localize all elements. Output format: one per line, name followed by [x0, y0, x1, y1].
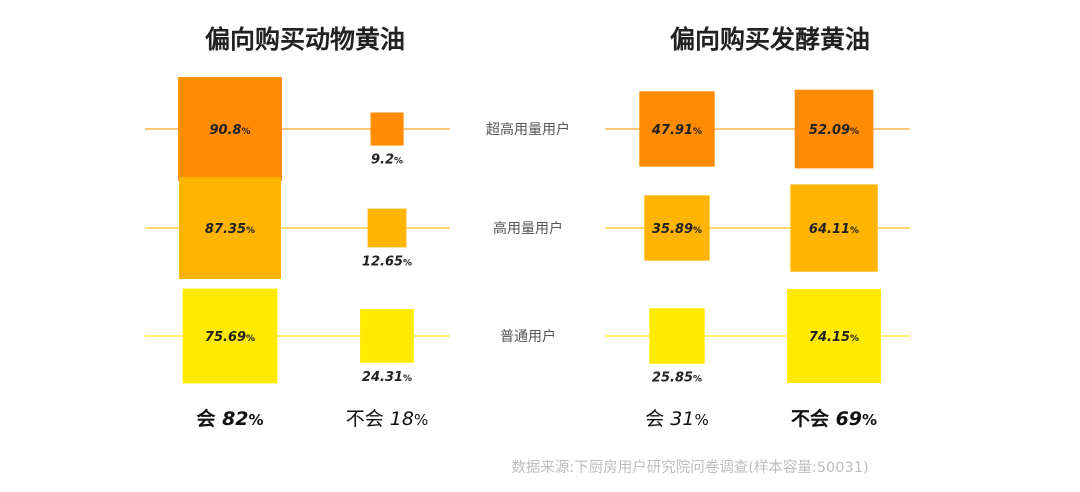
row-label: 高用量用户: [493, 220, 563, 237]
value-label: 90.8%: [209, 123, 250, 138]
value-square: [179, 177, 281, 279]
value-label: 64.11%: [809, 222, 859, 237]
value-label: 52.09%: [809, 123, 859, 138]
value-square: [178, 77, 282, 181]
value-square: [649, 308, 705, 364]
source-note: 数据来源:下厨房用户研究院问卷调查(样本容量:50031): [511, 459, 868, 476]
value-label: 75.69%: [205, 330, 255, 345]
value-square: [794, 89, 874, 169]
value-label: 74.15%: [809, 330, 859, 345]
value-label: 25.85%: [652, 371, 702, 386]
summary-label: 会 82%: [196, 407, 263, 430]
value-square: [360, 309, 414, 363]
summary-label: 会 31%: [645, 408, 709, 430]
value-square: [790, 184, 878, 272]
value-label: 35.89%: [652, 222, 702, 237]
value-square: [367, 208, 407, 248]
summary-label: 不会 69%: [791, 407, 877, 430]
value-label: 24.31%: [362, 370, 412, 385]
value-label: 47.91%: [651, 123, 702, 138]
value-square: [370, 112, 404, 146]
value-square: [787, 289, 881, 383]
value-square: [644, 195, 710, 261]
value-label: 12.65%: [362, 254, 412, 269]
panel-title: 偏向购买动物黄油: [205, 25, 405, 54]
value-square: [639, 91, 715, 167]
value-square: [182, 288, 278, 384]
value-label: 87.35%: [205, 222, 255, 237]
value-label: 9.2%: [371, 153, 403, 168]
summary-label: 不会 18%: [346, 408, 429, 430]
row-label: 超高用量用户: [486, 121, 570, 138]
row-label: 普通用户: [500, 328, 556, 345]
panel-title: 偏向购买发酵黄油: [670, 25, 870, 54]
